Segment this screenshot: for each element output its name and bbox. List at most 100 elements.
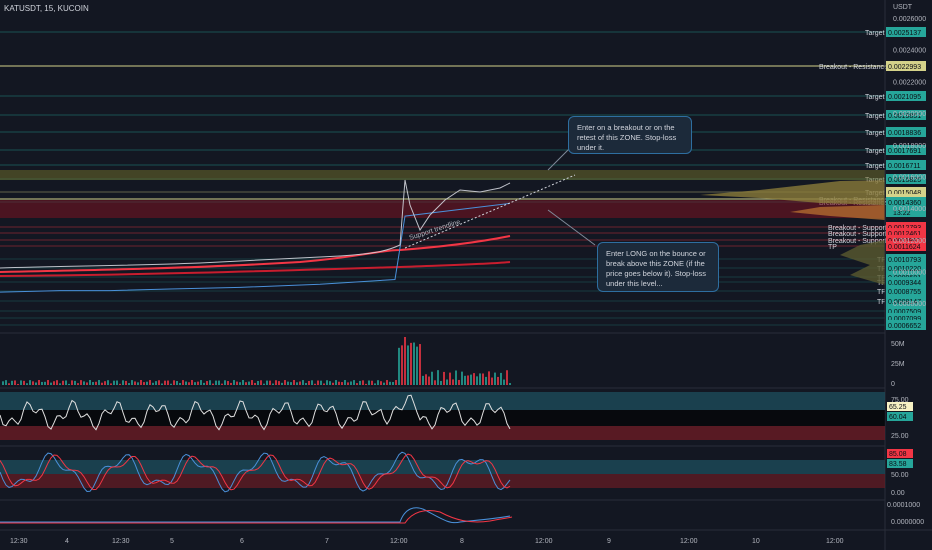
volume-bar xyxy=(482,373,484,385)
volume-bar xyxy=(182,380,184,385)
level-label: Target xyxy=(865,30,885,37)
volume-bar xyxy=(494,372,496,385)
volume-bar xyxy=(8,383,10,385)
volume-bar xyxy=(17,383,19,385)
volume-bar xyxy=(362,380,364,385)
rsi-value-tag xyxy=(887,402,913,411)
volume-bar xyxy=(245,382,247,385)
volume-bar xyxy=(89,380,91,385)
level-value-tag xyxy=(886,320,926,330)
volume-bar xyxy=(386,380,388,385)
volume-bar xyxy=(380,381,382,385)
ema-slow-line xyxy=(0,261,511,277)
volume-bar xyxy=(416,346,418,385)
volume-bar xyxy=(434,380,436,385)
countdown-tag xyxy=(886,207,926,217)
time-axis-tick: 7 xyxy=(325,538,329,545)
volume-bar xyxy=(101,382,103,385)
volume-bar xyxy=(284,380,286,385)
volume-bar xyxy=(53,381,55,385)
price-axis-tick: 0.0020000 xyxy=(893,111,926,118)
level-value-tag xyxy=(886,187,926,197)
rsi-tick-25: 25.00 xyxy=(891,433,909,440)
volume-bar xyxy=(308,380,310,385)
level-value: 0.0016711 xyxy=(888,163,921,170)
level-value: 0.0008147 xyxy=(888,299,921,306)
level-label: Target xyxy=(865,130,885,137)
symbol-title[interactable]: KATUSDT, 15, KUCOIN xyxy=(4,4,89,13)
volume-bar xyxy=(326,380,328,385)
level-value-tag xyxy=(886,313,926,323)
volume-bar xyxy=(170,383,172,385)
level-value-tag xyxy=(886,263,926,273)
volume-bar xyxy=(206,381,208,385)
volume-bar xyxy=(23,380,25,385)
volume-bar xyxy=(179,382,181,385)
volume-bar xyxy=(461,371,463,385)
volume-bar xyxy=(152,382,154,385)
volume-bar xyxy=(227,381,229,385)
level-value-tag xyxy=(886,127,926,137)
volume-bar xyxy=(176,380,178,385)
level-value-tag xyxy=(886,27,926,37)
stoch-value-tag xyxy=(887,449,913,458)
level-value: 0.0007509 xyxy=(888,309,921,316)
volume-bar xyxy=(488,371,490,385)
volume-bar xyxy=(374,383,376,385)
volume-bar xyxy=(137,382,139,385)
volume-bar xyxy=(503,379,505,385)
volume-bar xyxy=(77,383,79,385)
volume-bar xyxy=(401,345,403,385)
time-axis-tick: 12:00 xyxy=(390,538,408,545)
volume-bar xyxy=(392,381,394,385)
volume-bar xyxy=(419,344,421,385)
volume-tick-50m: 50M xyxy=(891,341,905,348)
volume-bar xyxy=(104,381,106,385)
time-axis-tick: 4 xyxy=(65,538,69,545)
countdown-value: 13:22 xyxy=(893,210,911,217)
volume-bar xyxy=(119,383,121,385)
volume-bar xyxy=(20,380,22,385)
volume-bar xyxy=(446,379,448,385)
volume-bar xyxy=(269,380,271,385)
annotation-breakout[interactable]: Enter on a breakout or on the retest of … xyxy=(568,116,692,154)
volume-bar xyxy=(281,382,283,385)
level-value-tag xyxy=(886,306,926,316)
stoch-upper-band xyxy=(0,460,885,474)
price-line xyxy=(0,202,511,293)
volume-bar xyxy=(287,381,289,385)
annotation-long-entry[interactable]: Enter LONG on the bounce or break above … xyxy=(597,242,719,292)
volume-bar xyxy=(71,380,73,385)
volume-bar xyxy=(335,380,337,385)
volume-bar xyxy=(443,371,445,385)
stoch-tick-0: 0.00 xyxy=(891,490,905,497)
level-label: Breakout - Support xyxy=(828,238,887,245)
time-axis-tick: 12:00 xyxy=(535,538,553,545)
time-axis-tick: 8 xyxy=(460,538,464,545)
level-value-tag xyxy=(886,277,926,287)
volume-bar xyxy=(368,380,370,385)
level-label: Breakout - Support xyxy=(828,231,887,238)
volume-bar xyxy=(110,383,112,385)
stoch-k-line xyxy=(0,451,511,493)
volume-bar xyxy=(74,380,76,385)
volume-bar xyxy=(440,380,442,385)
volume-bar xyxy=(431,371,433,385)
rsi-value-2: 60.04 xyxy=(889,414,907,421)
stoch-value-tag-2 xyxy=(887,459,913,468)
level-value-tag xyxy=(886,228,926,238)
level-value-tag xyxy=(886,222,926,232)
volume-bar xyxy=(476,376,478,385)
volume-bar xyxy=(194,382,196,385)
level-label: Target xyxy=(865,163,885,170)
volume-bar xyxy=(47,380,49,385)
volume-bar xyxy=(305,383,307,385)
level-value: 0.0025137 xyxy=(888,30,921,37)
price-axis-tick: 0.0010000 xyxy=(893,270,926,277)
level-value-tag xyxy=(886,174,926,184)
stoch-tick-50: 50.00 xyxy=(891,472,909,479)
level-value: 0.0015825 xyxy=(888,177,921,184)
volume-bar xyxy=(341,382,343,385)
volume-profile-top xyxy=(700,180,885,205)
